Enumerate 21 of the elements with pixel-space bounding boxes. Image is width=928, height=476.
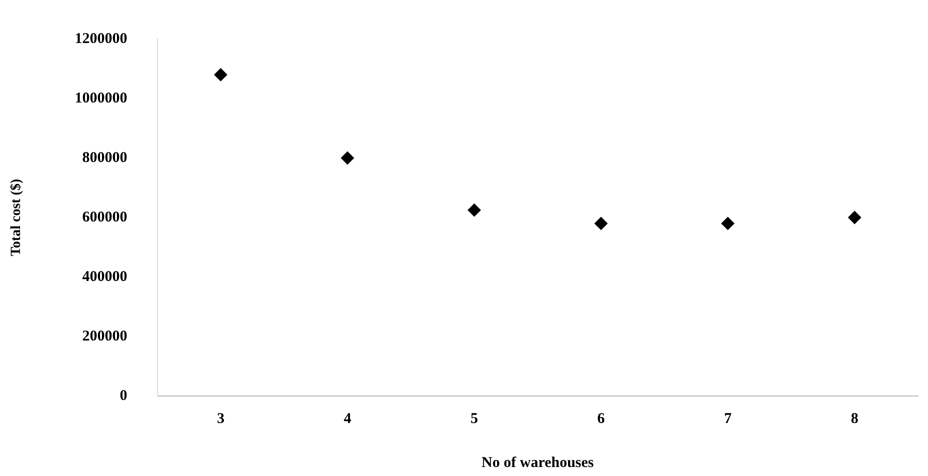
y-tick-label: 400000 [82, 268, 128, 285]
x-tick-label: 3 [216, 410, 224, 427]
point [848, 211, 862, 224]
y-tick-label: 0 [120, 388, 128, 404]
x-tick-label: 8 [850, 410, 858, 427]
x-axis-title: No of warehouses [482, 454, 594, 471]
x-tick-label: 6 [597, 410, 606, 427]
point [214, 68, 228, 82]
y-axis-title: Total cost ($) [9, 178, 24, 256]
x-tick-label: 4 [344, 410, 352, 427]
y-tick-label: 1200000 [74, 30, 128, 47]
point [594, 216, 608, 230]
point [721, 216, 734, 230]
point [340, 152, 354, 164]
x-tick-label: 7 [724, 410, 732, 427]
point [468, 204, 481, 217]
x-tick-label: 5 [470, 410, 478, 427]
y-tick-label: 600000 [82, 209, 128, 226]
y-tick-label: 800000 [82, 150, 128, 166]
y-tick-label: 200000 [82, 328, 128, 344]
y-tick-label: 1000000 [74, 90, 128, 106]
